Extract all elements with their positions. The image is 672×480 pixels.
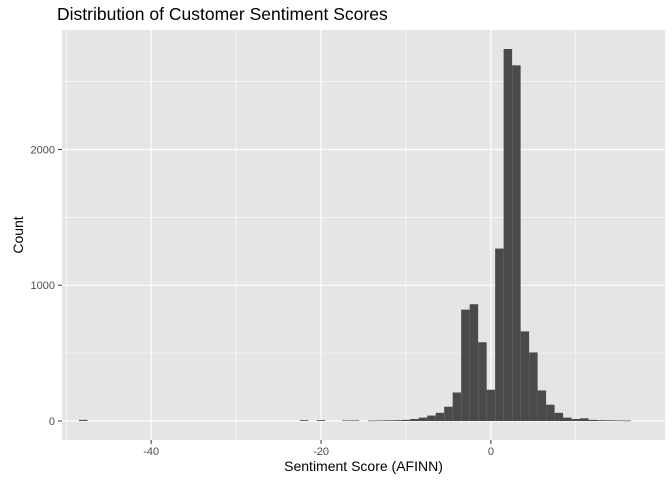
histogram-bar — [486, 389, 496, 421]
histogram-bar — [367, 420, 377, 422]
histogram-bar — [520, 331, 530, 421]
x-tick-label: 0 — [488, 446, 494, 458]
x-tick-label: -40 — [143, 446, 159, 458]
y-tick-label: 1000 — [31, 280, 55, 292]
histogram-bar — [469, 304, 479, 421]
histogram-bar — [495, 248, 504, 421]
histogram-bar — [537, 390, 547, 421]
y-tick-label: 2000 — [31, 144, 55, 156]
histogram-bar — [452, 392, 462, 421]
histogram-bar — [427, 415, 436, 421]
histogram-bar — [588, 419, 598, 421]
y-axis-title: Count — [10, 216, 26, 253]
histogram-bar — [529, 352, 538, 421]
histogram-bar — [316, 420, 326, 421]
histogram-bar — [461, 309, 470, 421]
histogram-bar — [393, 420, 402, 421]
histogram-bar — [418, 417, 428, 421]
x-axis: -40 -20 0 — [143, 440, 494, 458]
histogram-bar — [384, 420, 394, 421]
histogram-bar — [622, 420, 632, 422]
histogram-bars — [78, 49, 632, 422]
histogram-bar — [512, 65, 521, 421]
histogram-bar — [478, 342, 487, 421]
histogram-bar — [401, 419, 411, 421]
grid-minor-lines — [62, 30, 665, 440]
plot-panel — [62, 30, 665, 440]
histogram-bar — [350, 420, 360, 422]
histogram-bar — [580, 418, 589, 421]
histogram-bar — [376, 420, 385, 422]
x-axis-title: Sentiment Score (AFINN) — [284, 458, 443, 474]
histogram-bar — [299, 420, 309, 421]
chart-title: Distribution of Customer Sentiment Score… — [57, 4, 388, 24]
y-tick-label: 0 — [49, 416, 55, 428]
histogram-bar — [614, 420, 623, 422]
histogram-bar — [546, 404, 555, 421]
y-axis: 0 1000 2000 — [31, 144, 62, 428]
histogram-bar — [563, 417, 572, 421]
histogram-bar — [410, 418, 419, 421]
histogram-bar — [78, 419, 88, 421]
x-tick-label: -20 — [313, 446, 329, 458]
histogram-bar — [503, 49, 513, 421]
histogram-bar — [342, 420, 351, 422]
histogram-bar — [435, 412, 445, 421]
histogram-bar — [605, 420, 615, 421]
histogram-bar — [597, 420, 606, 421]
histogram-bar — [571, 418, 581, 421]
histogram-bar — [444, 406, 453, 421]
histogram-bar — [554, 412, 564, 421]
